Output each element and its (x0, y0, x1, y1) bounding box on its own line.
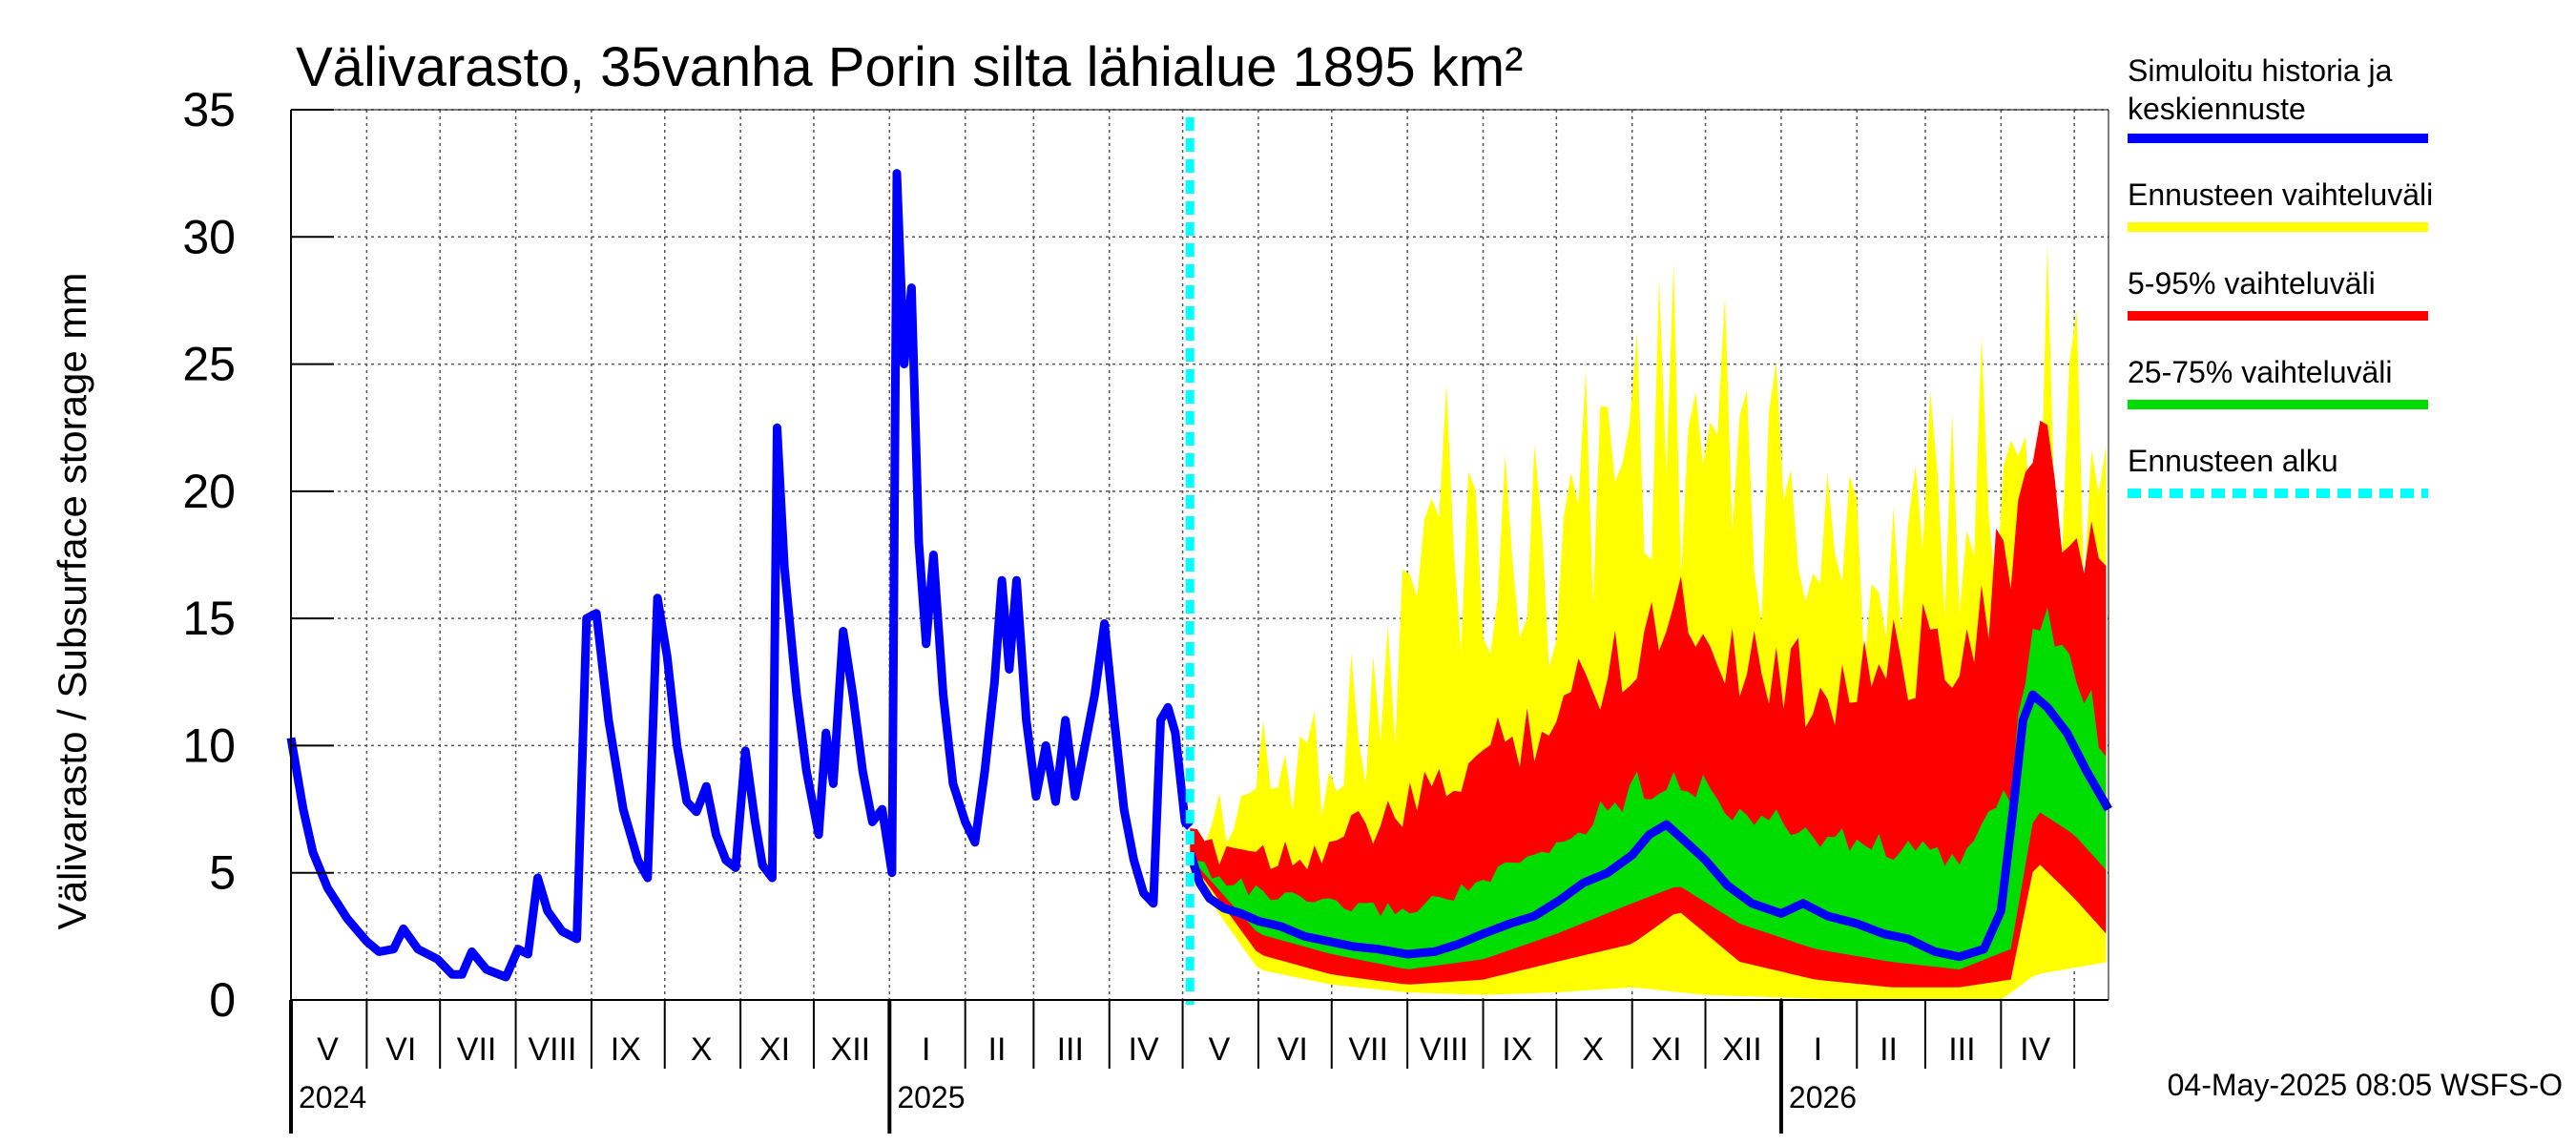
x-month-label: IV (1129, 1031, 1159, 1068)
y-tick-label: 20 (182, 465, 236, 518)
x-month-label: V (1209, 1031, 1231, 1068)
x-month-label: VI (385, 1031, 416, 1068)
y-axis-label: Välivarasto / Subsurface storage mm (50, 273, 94, 930)
x-month-label: IV (2020, 1031, 2050, 1068)
legend-label: 25-75% vaihteluväli (2128, 355, 2393, 389)
y-tick-label: 15 (182, 592, 236, 645)
x-month-label: I (1814, 1031, 1822, 1068)
timestamp: 04-May-2025 08:05 WSFS-O (2168, 1068, 2563, 1102)
x-month-label: VII (1348, 1031, 1388, 1068)
x-year-label: 2024 (299, 1080, 366, 1114)
x-month-label: IX (611, 1031, 641, 1068)
x-month-label: VII (457, 1031, 497, 1068)
legend-label: Ennusteen alku (2128, 444, 2338, 478)
legend-label: keskiennuste (2128, 92, 2306, 126)
y-tick-label: 35 (182, 83, 236, 136)
x-month-label: XII (1722, 1031, 1762, 1068)
x-month-label: II (988, 1031, 1007, 1068)
x-month-label: X (1582, 1031, 1604, 1068)
x-month-label: VIII (1420, 1031, 1468, 1068)
x-month-label: XI (1651, 1031, 1681, 1068)
x-month-label: XII (831, 1031, 871, 1068)
x-month-label: XI (759, 1031, 790, 1068)
x-month-label: V (317, 1031, 339, 1068)
forecast-bands (1190, 243, 2107, 1000)
x-month-label: III (1948, 1031, 1975, 1068)
legend: Simuloitu historia ja keskiennuste Ennuste… (2128, 53, 2433, 498)
y-tick-label: 10 (182, 718, 236, 772)
y-tick-label: 30 (182, 210, 236, 263)
x-month-label: I (922, 1031, 930, 1068)
x-year-label: 2026 (1789, 1080, 1857, 1114)
median-forecast-line (1186, 690, 2112, 962)
x-month-label: III (1057, 1031, 1084, 1068)
legend-label: Ennusteen vaihteluväli (2128, 177, 2433, 212)
legend-label: Simuloitu historia ja (2128, 53, 2393, 88)
series-lines (286, 117, 2112, 1005)
x-month-label: II (1880, 1031, 1898, 1068)
band-2 (1190, 607, 2107, 969)
x-month-label: VI (1278, 1031, 1308, 1068)
y-tick-label: 5 (209, 846, 236, 900)
legend-label: 5-95% vaihteluväli (2128, 266, 2376, 301)
y-tick-label: 25 (182, 338, 236, 391)
y-tick-label: 0 (209, 973, 236, 1027)
x-year-label: 2025 (897, 1080, 965, 1114)
x-month-label: VIII (528, 1031, 576, 1068)
x-month-label: X (691, 1031, 713, 1068)
x-month-label: IX (1502, 1031, 1532, 1068)
chart-title: Välivarasto, 35vanha Porin silta lähialu… (296, 36, 1523, 98)
history-line (286, 169, 1194, 982)
